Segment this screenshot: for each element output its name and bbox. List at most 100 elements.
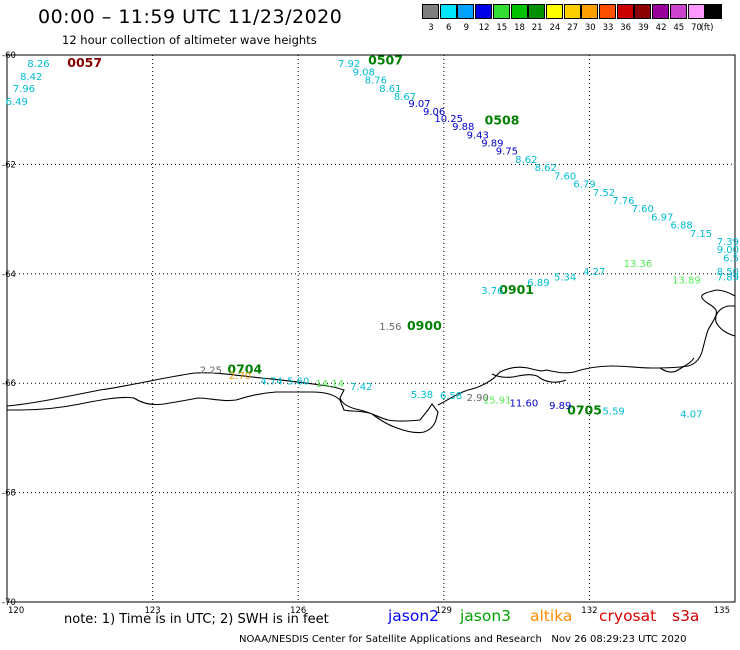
legend-label: 6 (445, 23, 452, 33)
wave-height-value: 5.38 (411, 390, 433, 401)
wave-height-value: 8.67 (394, 92, 416, 103)
legend-swatch (616, 4, 634, 19)
latitude-tick-label: -62 (2, 160, 16, 170)
footer-credit: NOAA/NESDIS Center for Satellite Applica… (239, 634, 687, 645)
longitude-tick-label: 120 (8, 606, 24, 616)
wave-height-value: 6.79 (573, 180, 595, 191)
wave-height-value: 9.43 (467, 130, 489, 141)
wave-height-value: 2.25 (200, 366, 222, 377)
latitude-tick-label: -64 (2, 270, 16, 280)
legend-label: 33 (602, 23, 614, 33)
legend-label: 39 (637, 23, 649, 33)
pass-time-label: 0705 (567, 403, 602, 418)
wave-height-value: 9.88 (452, 122, 474, 133)
antarctic-coastline (6, 372, 439, 434)
legend-unit-label: (ft) (700, 23, 714, 33)
legend-label: 15 (496, 23, 508, 33)
pass-time-label: 0704 (227, 362, 262, 377)
wave-height-value: 13.89 (672, 275, 701, 286)
wave-height-value: 2.70 (229, 371, 251, 382)
legend-label: 42 (655, 23, 667, 33)
pass-time-label: 0507 (368, 52, 403, 67)
wave-height-value: 8.50 (717, 267, 739, 278)
wave-height-value: 6.49 (6, 97, 28, 108)
wave-height-value: 7.96 (13, 84, 35, 95)
satellite-name-s3a: s3a (672, 607, 700, 625)
wave-height-value: 6.89 (527, 278, 549, 289)
pass-time-label: 0057 (67, 55, 102, 70)
latitude-tick-label: -70 (2, 598, 16, 608)
wave-height-value: 2.90 (467, 393, 489, 404)
legend-label: 12 (478, 23, 490, 33)
wave-height-value: 9.08 (353, 67, 375, 78)
longitude-tick-label: 123 (144, 606, 160, 616)
wave-height-value: 8.76 (365, 76, 387, 87)
wave-height-value: 7.52 (593, 188, 615, 199)
wave-height-value: 3.76 (481, 286, 503, 297)
wave-height-value: 7.89 (717, 273, 739, 284)
legend-label: 30 (584, 23, 596, 33)
wave-height-value: 9.89 (481, 139, 503, 150)
wave-height-value: 11.60 (510, 398, 539, 409)
axis-tick-labels: 120 123 126 129 132 135 -60 -62 -64 -66 -68 -70 (2, 51, 730, 616)
map-frame (6, 54, 736, 603)
map-title: 00:00 – 11:59 UTC 11/23/2020 (38, 6, 343, 28)
latitude-tick-label: -60 (2, 51, 16, 61)
wave-height-value: 4.07 (680, 409, 702, 420)
legend-swatch (599, 4, 616, 19)
wave-height-value: 8.61 (379, 84, 401, 95)
legend-swatch (422, 4, 439, 19)
pass-time-label: 0508 (485, 113, 520, 128)
wave-height-value: 9.00 (717, 245, 739, 256)
legend-label: 24 (549, 23, 561, 33)
map-subtitle: 12 hour collection of altimeter wave hei… (62, 33, 317, 47)
legend-swatch (563, 4, 581, 19)
legend-label: 9 (463, 23, 470, 33)
legend-swatch (510, 4, 528, 19)
legend-label: 70 (691, 23, 702, 33)
wave-height-value: 5.59 (603, 407, 625, 418)
satellite-name-jason3: jason3 (460, 607, 512, 625)
wave-height-value: 7.60 (554, 171, 576, 182)
wave-height-value: 6.97 (651, 212, 673, 223)
wave-height-value: 9.75 (496, 147, 518, 158)
longitude-tick-label: 126 (290, 606, 306, 616)
wave-height-value: 9.06 (423, 107, 445, 118)
latitude-tick-label: -66 (2, 379, 16, 389)
wave-height-value: 7.15 (690, 229, 712, 240)
graticule (7, 55, 735, 602)
wave-height-value: 7.42 (350, 382, 372, 393)
wave-height-value: 8.42 (20, 72, 42, 83)
wave-height-value: 6.88 (670, 221, 692, 232)
legend-label: 18 (514, 23, 525, 33)
legend-swatch (669, 4, 687, 19)
legend-swatch (457, 4, 475, 19)
wave-height-value: 13.36 (624, 259, 653, 270)
legend-swatch (545, 4, 563, 19)
longitude-tick-label: 135 (714, 606, 730, 616)
coastline-inlet (491, 373, 567, 383)
wave-height-value: 8.26 (27, 59, 49, 70)
legend-swatch (634, 4, 652, 19)
satellite-name-cryosat: cryosat (599, 607, 657, 625)
wave-height-value: 6.5 (723, 253, 739, 264)
coastline-bay (659, 357, 695, 373)
wave-height-value: 4.27 (583, 267, 605, 278)
legend-swatch (687, 4, 705, 19)
legend-label: 27 (567, 23, 578, 33)
wave-height-value: 4.74 (260, 376, 282, 387)
longitude-tick-label: 132 (581, 606, 597, 616)
longitude-tick-label: 129 (436, 606, 452, 616)
legend-label: 3 (428, 23, 434, 33)
legend-swatch (581, 4, 599, 19)
wave-height-value: 7.60 (632, 204, 654, 215)
legend-label: 21 (531, 23, 543, 33)
legend-swatch (492, 4, 510, 19)
wave-height-value: 9.89 (549, 401, 571, 412)
antarctic-coastline-east (437, 289, 736, 406)
coastline-cape (715, 305, 736, 337)
wave-height-value: 6.58 (440, 391, 462, 402)
legend-swatch (439, 4, 457, 19)
